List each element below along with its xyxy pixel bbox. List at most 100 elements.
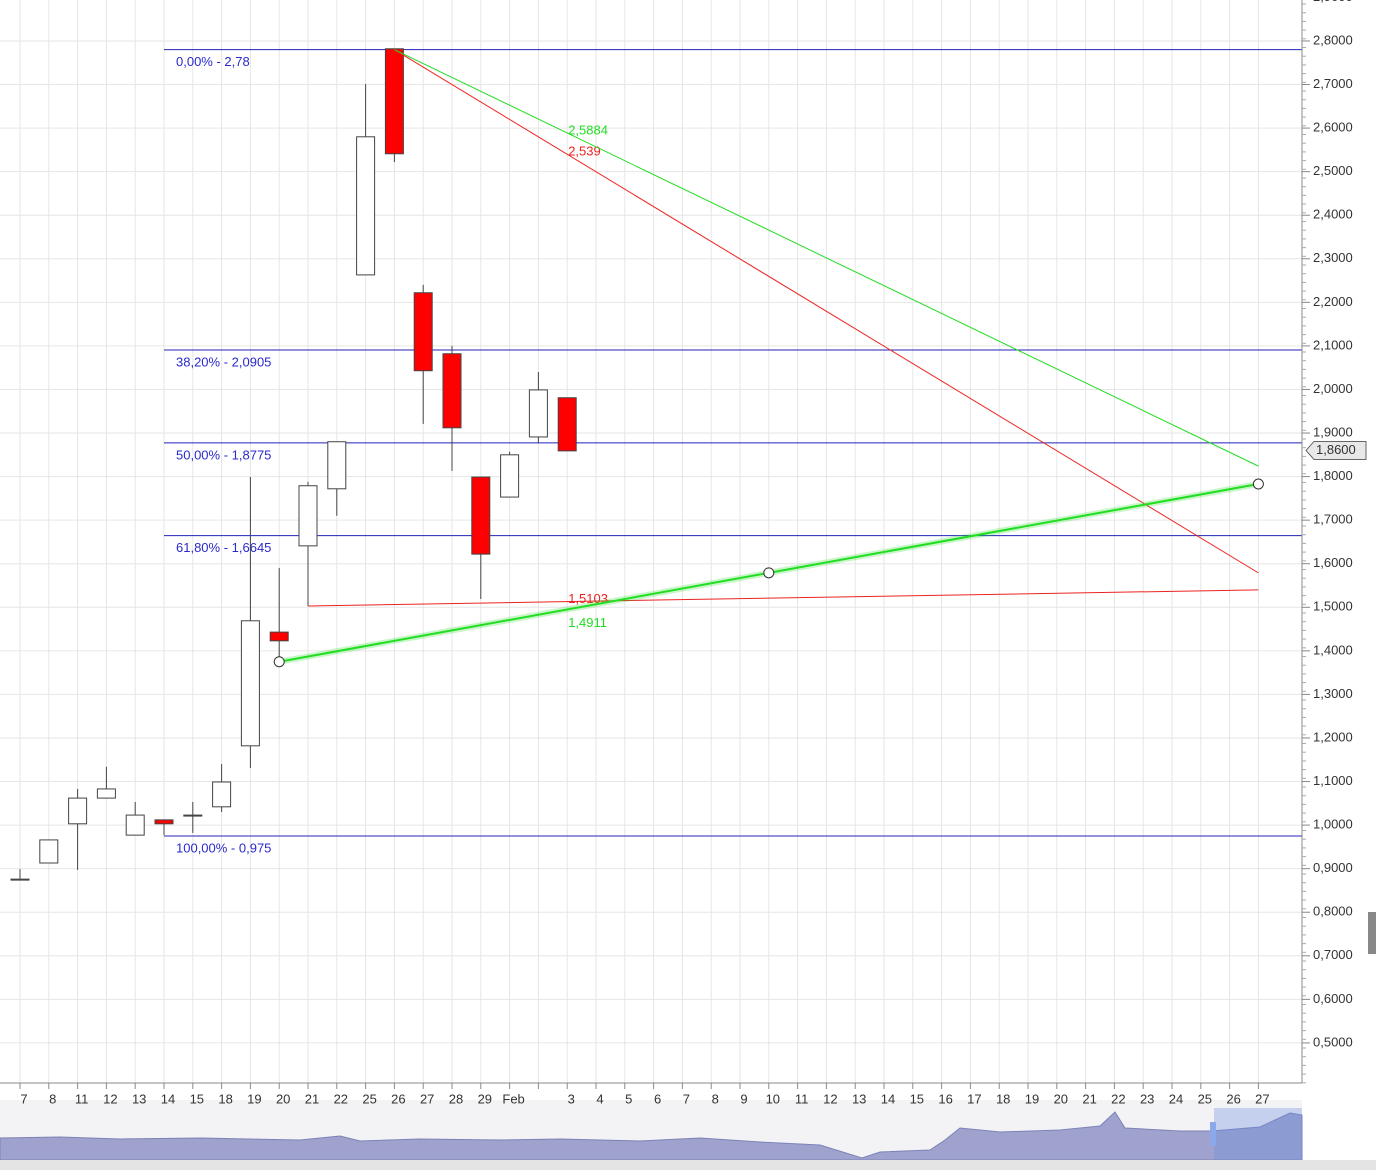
y-tick-label: 2,2000 bbox=[1313, 294, 1353, 309]
y-tick-label: 1,0000 bbox=[1313, 817, 1353, 832]
x-tick-label: 6 bbox=[654, 1091, 661, 1106]
x-tick-label: 8 bbox=[49, 1091, 56, 1106]
plot-area bbox=[0, 0, 1302, 1083]
x-tick-label: 10 bbox=[766, 1091, 780, 1106]
candle-body bbox=[500, 454, 520, 498]
trendline-handle[interactable] bbox=[763, 567, 775, 579]
x-tick-label: 14 bbox=[161, 1091, 175, 1106]
y-tick-label: 2,4000 bbox=[1313, 207, 1353, 222]
x-tick-label: 8 bbox=[712, 1091, 719, 1106]
x-tick-label: 29 bbox=[478, 1091, 492, 1106]
navigator-selection[interactable] bbox=[1214, 1108, 1302, 1160]
fib-label: 38,20% - 2,0905 bbox=[176, 354, 271, 369]
trendline bbox=[307, 589, 1259, 607]
trendline-handle[interactable] bbox=[1252, 478, 1264, 490]
y-tick-label: 0,6000 bbox=[1313, 991, 1353, 1006]
trendline bbox=[394, 49, 1259, 467]
x-tick-label: 11 bbox=[795, 1091, 809, 1106]
x-tick-label: 14 bbox=[881, 1091, 895, 1106]
x-tick-label: 26 bbox=[1226, 1091, 1240, 1106]
y-tick-label: 2,0000 bbox=[1313, 381, 1353, 396]
x-tick-label: 19 bbox=[1025, 1091, 1039, 1106]
candle-body bbox=[471, 476, 491, 555]
y-tick-label: 2,3000 bbox=[1313, 250, 1353, 265]
x-tick-label: 27 bbox=[420, 1091, 434, 1106]
x-tick-label: 20 bbox=[1054, 1091, 1068, 1106]
y-tick-label: 1,6000 bbox=[1313, 555, 1353, 570]
scrollbar-thumb[interactable] bbox=[1368, 912, 1376, 954]
candle-body bbox=[183, 814, 203, 817]
x-tick-label: 7 bbox=[20, 1091, 27, 1106]
candle-body bbox=[356, 136, 376, 276]
x-tick-label: 4 bbox=[596, 1091, 603, 1106]
scrollbar-track[interactable] bbox=[0, 1160, 1376, 1170]
y-tick-label: 0,9000 bbox=[1313, 860, 1353, 875]
x-tick-label: 19 bbox=[247, 1091, 261, 1106]
x-tick-label: Feb bbox=[502, 1091, 524, 1106]
x-tick-label: 22 bbox=[1111, 1091, 1125, 1106]
x-tick-label: 20 bbox=[276, 1091, 290, 1106]
x-tick-label: 22 bbox=[334, 1091, 348, 1106]
y-tick-label: 1,8000 bbox=[1313, 468, 1353, 483]
y-tick-label: 0,7000 bbox=[1313, 947, 1353, 962]
x-tick-label: 18 bbox=[996, 1091, 1010, 1106]
candle-body bbox=[10, 878, 30, 881]
y-tick-label: 0,5000 bbox=[1313, 1034, 1353, 1049]
candle-body bbox=[68, 797, 88, 825]
x-tick-label: 3 bbox=[568, 1091, 575, 1106]
x-tick-label: 26 bbox=[391, 1091, 405, 1106]
x-tick-label: 21 bbox=[1082, 1091, 1096, 1106]
candle-body bbox=[39, 839, 59, 864]
x-tick-label: 15 bbox=[190, 1091, 204, 1106]
trendline-handle[interactable] bbox=[273, 656, 285, 668]
trendline-label: 1,5103 bbox=[568, 591, 608, 606]
y-tick-label: 2,1000 bbox=[1313, 337, 1353, 352]
x-tick-label: 9 bbox=[740, 1091, 747, 1106]
marks: 0,00% - 2,78 38,20% - 2,0905 50,00% - 1,87… bbox=[10, 48, 1302, 881]
candle-body bbox=[154, 819, 174, 825]
candle-body bbox=[528, 389, 548, 438]
x-tick-label: 11 bbox=[75, 1091, 89, 1106]
candle-body bbox=[96, 788, 116, 799]
x-tick-label: 13 bbox=[852, 1091, 866, 1106]
x-tick-label: 28 bbox=[449, 1091, 463, 1106]
x-tick-label: 5 bbox=[625, 1091, 632, 1106]
price-tag bbox=[1305, 440, 1367, 460]
x-tick-label: 17 bbox=[967, 1091, 981, 1106]
trendline bbox=[394, 49, 1259, 574]
candle-body bbox=[269, 631, 289, 642]
y-tick-label: 0,8000 bbox=[1313, 904, 1353, 919]
fib-label: 50,00% - 1,8775 bbox=[176, 447, 271, 462]
y-tick-label: 1,9000 bbox=[1313, 424, 1353, 439]
x-tick-label: 15 bbox=[910, 1091, 924, 1106]
fib-label: 61,80% - 1,6645 bbox=[176, 540, 271, 555]
fib-label: 0,00% - 2,78 bbox=[176, 54, 250, 69]
candle-body bbox=[327, 441, 347, 490]
candle-body bbox=[442, 353, 462, 429]
navigator-series bbox=[0, 1111, 1303, 1161]
trendline-label: 1,4911 bbox=[568, 615, 607, 630]
trendline-label: 2,5884 bbox=[568, 122, 608, 137]
x-tick-label: 21 bbox=[305, 1091, 319, 1106]
fib-label: 100,00% - 0,975 bbox=[176, 840, 271, 855]
y-tick-label: 1,3000 bbox=[1313, 686, 1353, 701]
y-tick-label: 1,4000 bbox=[1313, 642, 1353, 657]
navigator-handle[interactable] bbox=[1210, 1122, 1216, 1146]
x-tick-label: 7 bbox=[683, 1091, 690, 1106]
x-tick-label: 25 bbox=[362, 1091, 376, 1106]
x-tick-label: 24 bbox=[1169, 1091, 1183, 1106]
candle-body bbox=[557, 397, 577, 452]
y-tick-label: 2,5000 bbox=[1313, 163, 1353, 178]
candle-body bbox=[212, 781, 232, 808]
x-tick-label: 16 bbox=[938, 1091, 952, 1106]
x-tick-label: 12 bbox=[823, 1091, 837, 1106]
y-tick-label: 2,9000 bbox=[1313, 0, 1353, 4]
x-tick-label: 27 bbox=[1255, 1091, 1269, 1106]
x-tick-label: 13 bbox=[132, 1091, 146, 1106]
grid bbox=[0, 0, 1302, 1083]
y-tick-label: 2,7000 bbox=[1313, 76, 1353, 91]
x-tick-label: 25 bbox=[1198, 1091, 1212, 1106]
candle-body bbox=[413, 292, 433, 372]
